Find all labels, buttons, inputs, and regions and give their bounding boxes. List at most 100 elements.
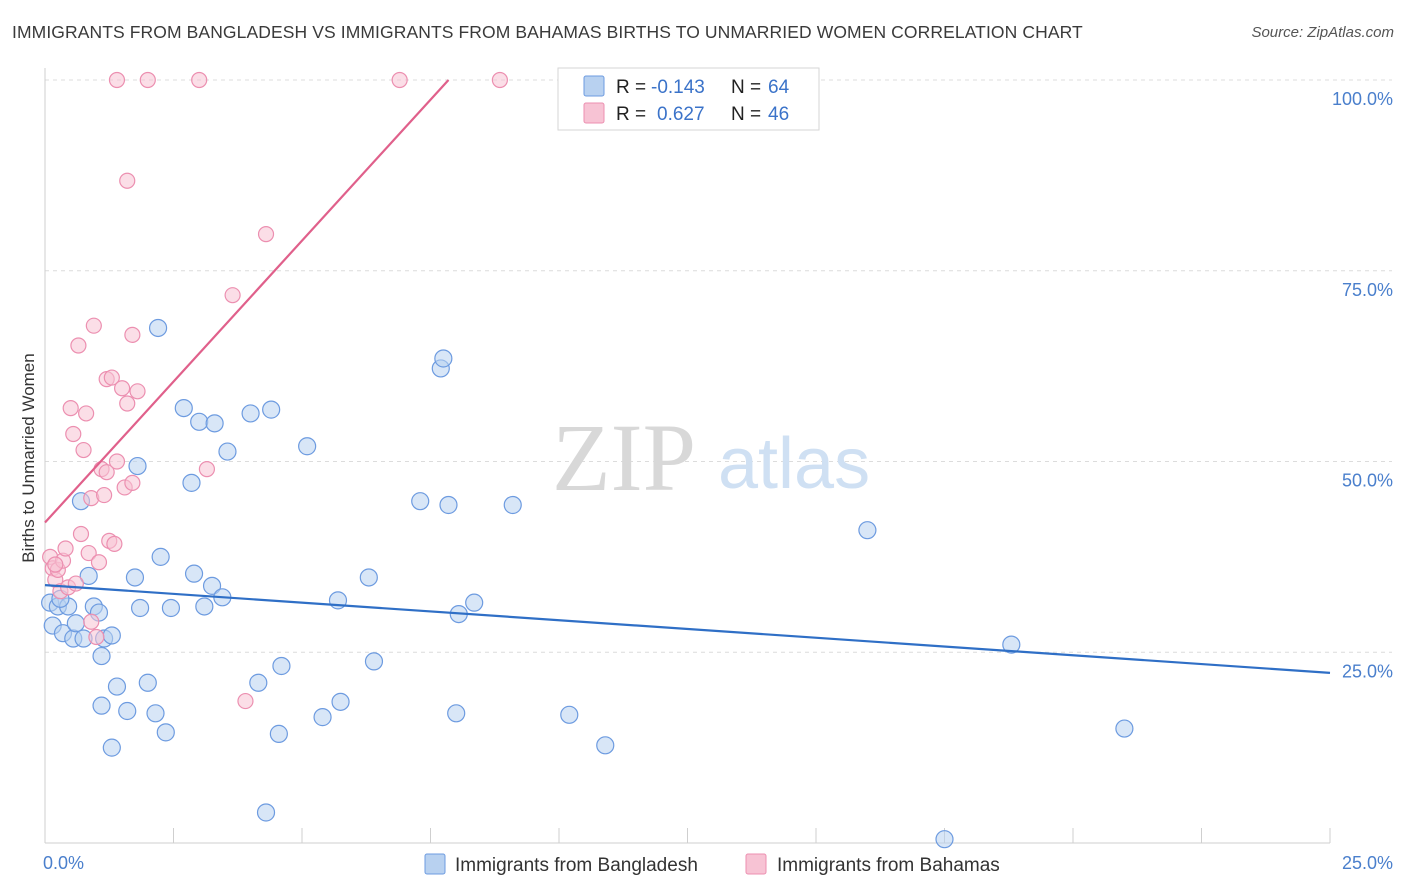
stats-legend: R = -0.143 N = 64 R = 0.627 N = 46 xyxy=(557,67,820,131)
series-legend: Immigrants from Bangladesh Immigrants fr… xyxy=(424,853,1000,876)
point-bangladesh xyxy=(92,696,111,715)
point-bangladesh xyxy=(434,349,453,368)
point-bahamas xyxy=(83,613,100,630)
point-bangladesh xyxy=(190,412,209,431)
legend-r-label-2: R = xyxy=(616,104,646,125)
point-bahamas xyxy=(47,556,64,573)
bottom-legend-swatch-bangladesh xyxy=(424,853,446,875)
point-bahamas xyxy=(88,628,105,646)
trend-line-bahamas xyxy=(44,79,450,524)
point-bangladesh xyxy=(161,598,181,618)
bottom-legend-label-bangladesh: Immigrants from Bangladesh xyxy=(455,855,698,876)
point-bangladesh xyxy=(218,442,237,461)
point-bangladesh xyxy=(1002,635,1021,654)
point-bahamas xyxy=(113,380,131,397)
legend-n-label-2: N = xyxy=(731,104,761,125)
point-bangladesh xyxy=(503,495,522,515)
point-bangladesh xyxy=(331,692,350,711)
point-bangladesh xyxy=(148,318,168,338)
point-bangladesh xyxy=(298,437,317,456)
point-bangladesh xyxy=(146,704,165,723)
point-bahamas xyxy=(96,486,113,504)
point-bangladesh xyxy=(269,724,288,743)
point-bahamas xyxy=(124,326,141,343)
point-bangladesh xyxy=(272,656,291,676)
trend-line-bangladesh xyxy=(44,584,1331,674)
legend-n-value-1: 64 xyxy=(768,77,790,98)
grid xyxy=(45,79,1392,653)
point-bahamas xyxy=(391,71,408,89)
point-bahamas xyxy=(198,461,216,478)
y-tick-label: 75.0% xyxy=(1342,280,1393,300)
point-bahamas xyxy=(108,453,126,470)
point-bangladesh xyxy=(596,736,615,755)
source-credit: Source: ZipAtlas.com xyxy=(1251,24,1394,41)
point-bangladesh xyxy=(364,652,384,671)
point-bangladesh xyxy=(439,495,458,515)
series-bahamas-points xyxy=(42,71,508,710)
point-bahamas xyxy=(139,71,156,89)
x-tick-label: 25.0% xyxy=(1342,853,1393,873)
point-bangladesh xyxy=(102,738,121,757)
watermark-atlas: atlas xyxy=(718,424,870,504)
point-bangladesh xyxy=(107,677,127,696)
point-bahamas xyxy=(57,540,74,557)
point-bangladesh xyxy=(249,673,268,692)
point-bahamas xyxy=(108,71,126,89)
point-bahamas xyxy=(237,692,254,710)
point-bahamas xyxy=(90,554,108,571)
legend-r-label-1: R = xyxy=(616,77,646,98)
point-bahamas xyxy=(257,226,275,243)
point-bangladesh xyxy=(205,414,224,433)
y-tick-label: 100.0% xyxy=(1332,89,1393,109)
point-bangladesh xyxy=(195,597,214,616)
y-tick-labels: 25.0% 50.0% 75.0% 100.0% xyxy=(1332,89,1393,681)
legend-r-value-1: -0.143 xyxy=(651,77,705,98)
y-tick-label: 25.0% xyxy=(1342,661,1393,681)
point-bangladesh xyxy=(151,547,170,566)
point-bahamas xyxy=(103,369,120,386)
point-bangladesh xyxy=(92,646,111,666)
point-bangladesh xyxy=(411,492,430,511)
point-bahamas xyxy=(70,337,87,354)
point-bangladesh xyxy=(465,593,484,612)
y-axis-label: Births to Unmarried Women xyxy=(19,353,38,562)
point-bahamas xyxy=(129,383,146,400)
point-bahamas xyxy=(62,399,79,417)
point-bangladesh xyxy=(184,564,204,583)
point-bahamas xyxy=(106,535,123,553)
point-bangladesh xyxy=(1115,719,1134,738)
point-bangladesh xyxy=(256,803,276,822)
point-bahamas xyxy=(119,172,136,189)
point-bahamas xyxy=(191,71,208,89)
legend-swatch-bahamas xyxy=(583,102,605,124)
legend-swatch-bangladesh xyxy=(583,75,605,97)
point-bangladesh xyxy=(262,400,281,419)
point-bangladesh xyxy=(202,576,222,595)
point-bangladesh xyxy=(447,704,466,723)
point-bangladesh xyxy=(935,830,954,849)
point-bangladesh xyxy=(66,614,85,633)
point-bahamas xyxy=(80,544,97,562)
bottom-legend-label-bahamas: Immigrants from Bahamas xyxy=(777,855,1000,876)
axes xyxy=(44,68,1331,844)
legend-n-value-2: 46 xyxy=(768,104,789,125)
point-bahamas xyxy=(72,525,90,543)
legend-n-label-1: N = xyxy=(731,77,761,98)
y-tick-label: 50.0% xyxy=(1342,471,1393,491)
point-bahamas xyxy=(124,474,141,491)
point-bahamas xyxy=(67,575,84,592)
x-tick-labels: 0.0% 25.0% xyxy=(43,853,1393,873)
point-bangladesh xyxy=(560,705,579,724)
point-bahamas xyxy=(98,464,115,481)
point-bangladesh xyxy=(130,598,150,618)
point-bangladesh xyxy=(125,568,145,587)
point-bangladesh xyxy=(102,626,121,645)
legend-r-value-2: 0.627 xyxy=(657,104,705,125)
point-bangladesh xyxy=(118,701,137,721)
point-bangladesh xyxy=(138,673,157,692)
chart-title: IMMIGRANTS FROM BANGLADESH VS IMMIGRANTS… xyxy=(12,22,1083,42)
x-tick-label: 0.0% xyxy=(43,853,84,873)
point-bangladesh xyxy=(182,473,201,492)
point-bangladesh xyxy=(174,398,193,418)
